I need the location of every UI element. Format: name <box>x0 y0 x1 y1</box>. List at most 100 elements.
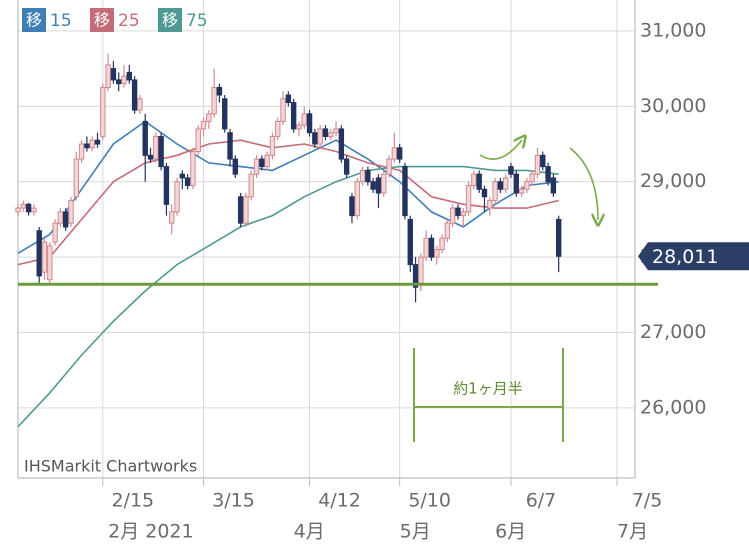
candle-body <box>142 120 148 156</box>
candle-body <box>502 177 509 190</box>
y-tick-label: 31,000 <box>640 19 706 41</box>
legend-marker: 移 <box>26 11 42 30</box>
candle-body <box>137 98 143 111</box>
legend-label: 75 <box>186 11 208 31</box>
candle-body <box>365 169 371 183</box>
candle-body <box>41 241 48 273</box>
legend-swatch <box>90 8 114 32</box>
candle-body <box>550 177 557 194</box>
candle-body <box>163 166 170 205</box>
grid-layer <box>18 0 635 478</box>
candle-body <box>15 207 21 213</box>
candle-body <box>275 120 281 137</box>
candle-body <box>195 128 201 153</box>
candle-body <box>63 211 69 228</box>
candle-body <box>322 128 329 137</box>
x-tick-label: 4/12 <box>318 490 361 512</box>
candle-body <box>200 120 207 130</box>
down-arrow <box>569 147 598 220</box>
candle-body <box>359 169 366 183</box>
candle-body <box>237 196 244 224</box>
candle-body <box>402 166 408 217</box>
candle-body <box>280 98 286 122</box>
candle-body <box>259 158 265 168</box>
x-tick-label: 3/15 <box>212 490 255 512</box>
candle-body <box>375 177 382 194</box>
candle-body <box>269 135 276 156</box>
candle-body <box>412 264 419 288</box>
candle-body <box>216 86 223 96</box>
y-tick-label: 29,000 <box>640 170 706 192</box>
candle-body <box>555 218 562 257</box>
price-tag-label: 28,011 <box>652 246 718 268</box>
candle-body <box>174 181 180 213</box>
ma-line <box>17 139 559 266</box>
candle-body <box>418 256 424 284</box>
candle-body <box>423 237 429 258</box>
candle-body <box>121 75 127 85</box>
month-label: 4月 <box>294 521 325 543</box>
candle-body <box>370 181 376 190</box>
candle-body <box>338 128 345 160</box>
candle-body <box>68 200 74 224</box>
candle-body <box>524 181 530 190</box>
candle-body <box>52 222 58 243</box>
x-tick-label: 2/15 <box>111 490 154 512</box>
candle-body <box>455 207 461 217</box>
candle-body <box>439 237 445 251</box>
legend-marker: 移 <box>94 11 110 30</box>
candle-body <box>317 128 323 145</box>
candle-body <box>471 173 477 186</box>
candle-body <box>497 181 504 190</box>
candle-body <box>354 181 360 217</box>
candle-body <box>179 173 186 179</box>
candle-body <box>73 158 80 198</box>
candle-body <box>540 154 546 168</box>
legend-label: 25 <box>118 11 140 31</box>
candle-body <box>211 86 217 115</box>
candle-body <box>31 207 37 213</box>
candle-body <box>492 181 498 202</box>
candle-body <box>349 196 355 217</box>
candle-body <box>513 173 519 194</box>
candle-body <box>343 158 350 175</box>
candle-body <box>328 132 334 137</box>
candle-body <box>285 94 292 104</box>
candle-body <box>312 132 318 145</box>
candle-body <box>100 86 106 137</box>
candle-body <box>465 184 472 213</box>
candle-body <box>110 68 117 81</box>
candle-body <box>126 71 133 81</box>
annotation: 約1ヶ月半 <box>453 380 523 398</box>
month-label: 5月 <box>400 521 431 543</box>
candle-body <box>57 211 64 224</box>
up-arrow <box>479 140 522 160</box>
candle-body <box>534 154 541 175</box>
candle-body <box>481 188 488 198</box>
month-label: 7月 <box>617 521 648 543</box>
y-tick-label: 26,000 <box>640 396 706 418</box>
candle-body <box>508 166 514 175</box>
candle-body <box>460 211 466 217</box>
candle-body <box>444 222 451 239</box>
candle-body <box>20 203 27 209</box>
ma-line <box>17 120 559 254</box>
candle-body <box>232 158 239 175</box>
candle-body <box>264 154 270 168</box>
x-tick-label: 6/7 <box>526 490 557 512</box>
candle-body <box>131 79 138 111</box>
candle-body <box>391 147 398 160</box>
candle-layer <box>15 53 562 303</box>
legend-label: 15 <box>50 11 72 31</box>
candle-body <box>333 128 339 134</box>
candle-body <box>296 124 302 130</box>
candle-body <box>518 188 525 194</box>
y-tick-label: 30,000 <box>640 95 706 117</box>
ma-line <box>17 165 559 428</box>
candle-body <box>306 113 313 134</box>
candle-body <box>476 173 482 190</box>
candle-body <box>105 64 111 88</box>
source: IHSMarkit Chartworks <box>24 457 197 476</box>
candle-body <box>94 139 101 145</box>
